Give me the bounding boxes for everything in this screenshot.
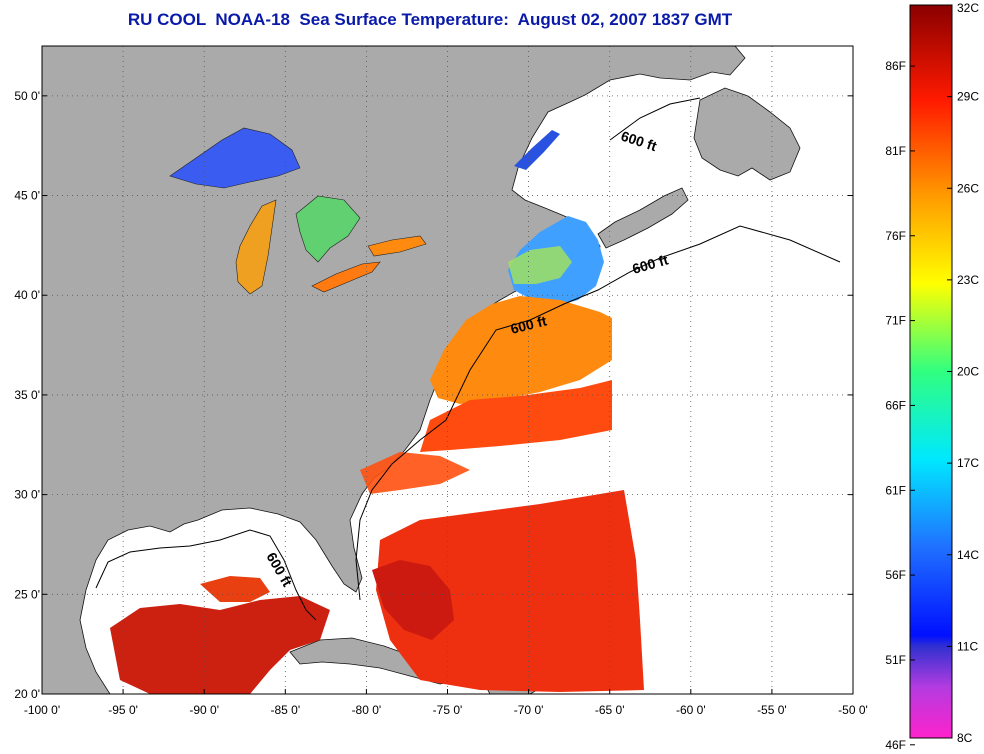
colorbar-celsius-label: 17C bbox=[957, 456, 979, 470]
gulf-of-mexico-east-sst bbox=[200, 576, 270, 602]
colorbar-fahrenheit-label: 46F bbox=[885, 738, 906, 752]
lon-tick-label: -55 0' bbox=[757, 703, 787, 717]
graticule bbox=[42, 46, 853, 694]
colorbar-celsius-label: 8C bbox=[957, 731, 973, 745]
sargasso-sst bbox=[376, 490, 644, 692]
colorbar-celsius-label: 23C bbox=[957, 273, 979, 287]
colorbar-fahrenheit-label: 81F bbox=[885, 144, 906, 158]
colorbar-celsius-label: 29C bbox=[957, 90, 979, 104]
lat-tick-label: 20 0' bbox=[14, 687, 40, 701]
colorbar-celsius-label: 26C bbox=[957, 181, 979, 195]
isobath-contour-west bbox=[95, 529, 317, 621]
gulf-stream-sst bbox=[420, 380, 612, 452]
gulf-of-maine-warm-band bbox=[508, 246, 572, 284]
lat-tick-label: 50 0' bbox=[14, 89, 40, 103]
colorbar-fahrenheit-label: 66F bbox=[885, 398, 906, 412]
lake-erie-sst bbox=[311, 261, 381, 293]
colorbar-fahrenheit-label: 71F bbox=[885, 314, 906, 328]
lon-tick-label: -90 0' bbox=[189, 703, 219, 717]
lake-huron-sst bbox=[295, 195, 361, 263]
lon-tick-label: -60 0' bbox=[676, 703, 706, 717]
south-atlantic-bight-sst bbox=[360, 452, 470, 494]
map-title: RU COOL NOAA-18 Sea Surface Temperature:… bbox=[127, 10, 733, 29]
colorbar-celsius-label: 14C bbox=[957, 548, 979, 562]
gulf-of-mexico-sst bbox=[110, 596, 330, 694]
isobath-contour-east bbox=[355, 225, 841, 601]
colorbar-fahrenheit-label: 76F bbox=[885, 229, 906, 243]
colorbar-celsius-label: 11C bbox=[957, 639, 978, 653]
lake-superior-sst bbox=[169, 127, 301, 189]
isobath-contour-north bbox=[609, 97, 701, 141]
colorbar-celsius-label: 32C bbox=[957, 1, 979, 15]
lon-tick-label: -50 0' bbox=[838, 703, 868, 717]
colorbar-fahrenheit-label: 61F bbox=[885, 483, 906, 497]
lat-tick-label: 25 0' bbox=[14, 587, 40, 601]
colorbar-celsius-label: 20C bbox=[957, 365, 979, 379]
lon-tick-label: -70 0' bbox=[514, 703, 544, 717]
lon-tick-label: -100 0' bbox=[24, 703, 60, 717]
map-area bbox=[42, 46, 853, 694]
lon-tick-label: -85 0' bbox=[270, 703, 300, 717]
lon-tick-label: -80 0' bbox=[352, 703, 382, 717]
colorbar-fahrenheit-label: 56F bbox=[885, 568, 906, 582]
st-lawrence-sst bbox=[514, 130, 560, 170]
nova-scotia-land bbox=[597, 187, 689, 249]
lon-tick-label: -95 0' bbox=[108, 703, 138, 717]
newfoundland-land bbox=[693, 87, 801, 181]
colorbar-fahrenheit-label: 86F bbox=[885, 59, 906, 73]
lat-tick-label: 30 0' bbox=[14, 488, 40, 502]
lat-tick-label: 40 0' bbox=[14, 288, 40, 302]
lake-michigan-sst bbox=[235, 199, 277, 295]
latitude-axis: 20 0' 25 0' 30 0' 35 0' 40 0' 45 0' 50 0' bbox=[14, 89, 853, 701]
colorbar: 32C 29C 26C 23C 20C 17C 14C 11C 8C 86F 81F 76F 71F 66… bbox=[885, 1, 979, 752]
lake-ontario-sst bbox=[367, 235, 427, 257]
bahamas-sst bbox=[372, 560, 454, 640]
lat-tick-label: 35 0' bbox=[14, 388, 40, 402]
colorbar-fahrenheit-label: 51F bbox=[885, 653, 906, 667]
longitude-axis: -100 0' -95 0' -90 0' -85 0' -80 0' -75 0' -70… bbox=[24, 689, 868, 717]
lon-tick-label: -75 0' bbox=[433, 703, 463, 717]
colorbar-gradient bbox=[909, 4, 953, 739]
lon-tick-label: -65 0' bbox=[595, 703, 625, 717]
mid-atlantic-shelf-sst bbox=[430, 296, 612, 404]
lat-tick-label: 45 0' bbox=[14, 189, 40, 203]
